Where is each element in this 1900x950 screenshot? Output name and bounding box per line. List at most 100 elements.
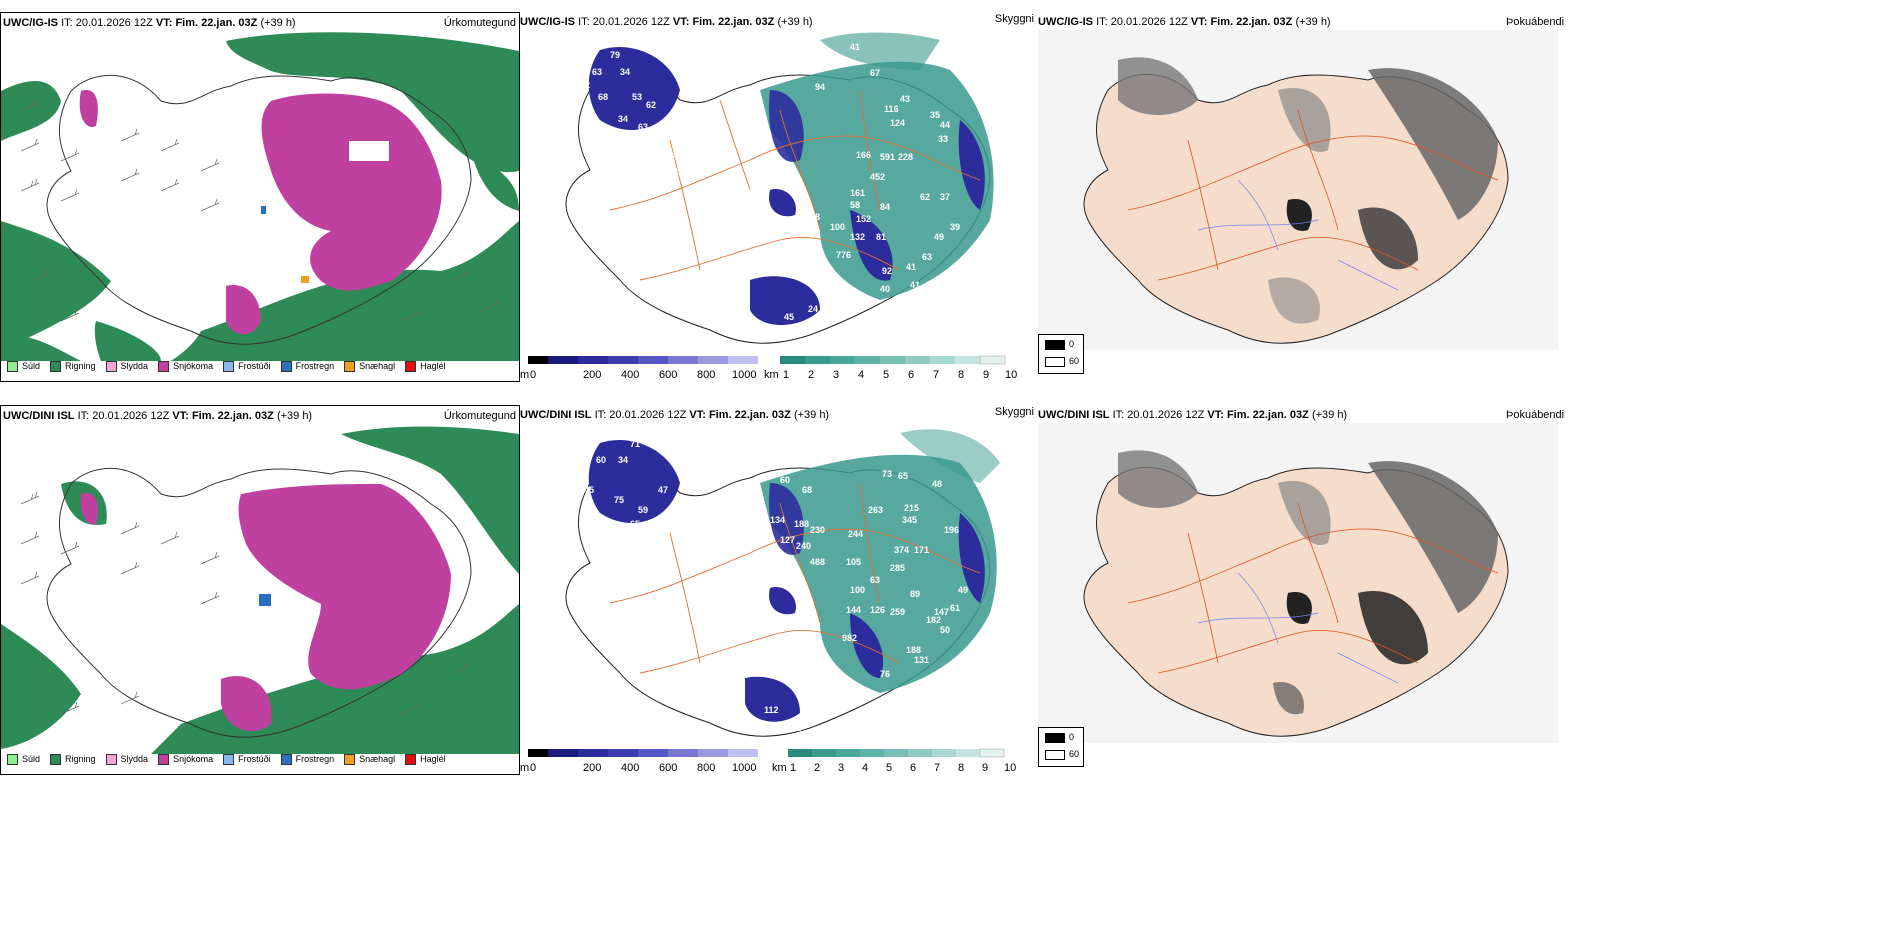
row2-mid-title: UWC/DINI ISL IT: 20.01.2026 12Z VT: Fim.… — [520, 409, 829, 422]
row2-visibility-colorbars: m 0 200 400 600 800 1000 km 1 2 3 4 5 6 … — [520, 748, 1016, 774]
row1-model: UWC/IG-IS — [3, 17, 58, 29]
row1-it-label: IT: — [61, 17, 73, 29]
precip-number-label: 63 — [638, 122, 648, 132]
cbar-tick: 8 — [958, 369, 964, 381]
precip-number-label: 49 — [934, 232, 944, 242]
cbar-seg — [548, 356, 578, 364]
precip-number-label: 182 — [926, 615, 941, 625]
row1-right-vt-time: Fim. 22.jan. 03Z — [1210, 16, 1293, 28]
legend-item-snjokoma: Snjókoma — [158, 361, 214, 373]
colorbar-meters: m 0 200 400 600 800 1000 — [520, 356, 758, 381]
legend-label: Frostregn — [295, 754, 335, 764]
legend-swatch — [344, 361, 356, 373]
precip-number-label: 58 — [850, 200, 860, 210]
cbar-seg — [979, 355, 1006, 365]
cbar-seg — [608, 749, 638, 757]
cbar-tick: 5 — [886, 762, 892, 774]
precip-number-label: 171 — [808, 701, 823, 711]
row2-vt-time: Fim. 22.jan. 03Z — [191, 410, 274, 422]
legend-swatch — [158, 754, 170, 766]
row1-mid-model: UWC/IG-IS — [520, 16, 575, 28]
cbar-tick: 1 — [783, 369, 789, 381]
row1-fog-map — [1038, 30, 1558, 350]
legend-label: Snjókoma — [173, 361, 214, 371]
precip-number-label: 374 — [894, 545, 909, 555]
precip-number-label: 126 — [870, 605, 885, 615]
row2-mid-model: UWC/DINI ISL — [520, 409, 592, 421]
precip-number-label: 39 — [950, 222, 960, 232]
cbar-tick: 1 — [790, 762, 796, 774]
precip-number-label: 92 — [882, 266, 892, 276]
cbar-tick: 6 — [908, 369, 914, 381]
precip-number-label: 50 — [940, 625, 950, 635]
precip-number-label: 147 — [934, 607, 949, 617]
cbar-seg — [548, 749, 578, 757]
row2-right-it-label: IT: — [1112, 409, 1125, 421]
precip-number-label: 89 — [910, 589, 920, 599]
cbar-tick: 2 — [808, 369, 814, 381]
row2-precip-legend: Súld Rigning Slydda Snjókoma Frostúði Fr… — [7, 754, 446, 766]
row1-fog-legend: 0 60 — [1038, 334, 1084, 374]
cbar-seg — [860, 749, 884, 757]
row1-precip-legend: Súld Rigning Slydda Snjókoma Frostúði Fr… — [7, 361, 446, 373]
precip-number-label: 452 — [870, 172, 885, 182]
precip-number-label: 41 — [910, 280, 920, 290]
row2-mid-vt-label: VT: — [689, 409, 706, 421]
cbar-seg — [979, 748, 1005, 758]
legend-swatch — [7, 361, 18, 373]
legend-item-haglel: Haglél — [405, 361, 446, 373]
cbar-tick: 400 — [621, 369, 639, 381]
row1-right-lead: (+39 h) — [1295, 16, 1331, 28]
cbar-seg — [788, 749, 812, 757]
precip-number-label: 53 — [632, 92, 642, 102]
legend-item-sudd: Súld — [7, 754, 41, 766]
cbar-seg — [668, 356, 698, 364]
cbar-tick: 0 — [530, 762, 536, 774]
row2-fog-map — [1038, 423, 1558, 743]
legend-label: Súld — [22, 754, 41, 764]
legend-label: Snæhagl — [359, 754, 396, 764]
row1-fog-title: Þokuábendi — [1506, 16, 1565, 28]
precip-number-label: 60 — [780, 475, 790, 485]
row1-left-title: UWC/IG-IS IT: 20.01.2026 12Z VT: Fim. 22… — [3, 17, 296, 30]
row1-it-time: 20.01.2026 12Z — [75, 17, 153, 29]
cbar-seg — [638, 749, 668, 757]
legend-label: Snæhagl — [359, 361, 396, 371]
cbar-seg — [780, 356, 805, 364]
row1-precip-number-labels: 79 63 34 72 68 53 62 34 63 82 59 66 69 114 123 428 288 94… — [580, 42, 960, 322]
row1-mid-lead: (+39 h) — [777, 16, 813, 28]
legend-swatch — [280, 754, 292, 766]
cbar-seg — [578, 356, 608, 364]
cbar-tick: 9 — [982, 762, 988, 774]
fog-legend-white-swatch — [1045, 750, 1065, 760]
row2-right-lead: (+39 h) — [1311, 409, 1348, 421]
row2-mid-vt-time: Fim. 22.jan. 03Z — [708, 409, 791, 421]
cbar-tick: 7 — [934, 762, 940, 774]
precip-number-label: 35 — [930, 110, 940, 120]
legend-item-slydda: Slydda — [105, 754, 148, 766]
row1-mid-vt-time: Fim. 22.jan. 03Z — [692, 16, 775, 28]
cbar-seg — [812, 749, 836, 757]
precip-number-label: 82 — [638, 134, 648, 144]
precip-number-label: 288 — [698, 164, 713, 174]
legend-swatch — [7, 754, 18, 766]
row1-right-it-label: IT: — [1096, 16, 1108, 28]
precip-number-label: 131 — [914, 655, 929, 665]
cbar-seg — [836, 749, 860, 757]
cbar-seg — [668, 749, 698, 757]
precip-number-label: 62 — [646, 100, 656, 110]
cbar-tick: 8 — [958, 762, 964, 774]
legend-item-rigning: Rigning — [50, 361, 96, 373]
precip-number-label: 63 — [592, 67, 602, 77]
precip-number-label: 116 — [884, 104, 899, 114]
precip-number-label: 66 — [696, 112, 706, 122]
precip-number-label: 61 — [950, 603, 960, 613]
precip-number-label: 45 — [784, 312, 794, 322]
precip-number-label: 49 — [958, 585, 968, 595]
row1-precip-type-map — [1, 32, 519, 361]
cbar-seg — [608, 356, 638, 364]
legend-item-snjokoma: Snjókoma — [158, 754, 213, 766]
cbar-tick: 600 — [659, 762, 677, 774]
precip-number-label: 63 — [922, 252, 932, 262]
legend-item-frostregn: Frostregn — [280, 754, 335, 766]
